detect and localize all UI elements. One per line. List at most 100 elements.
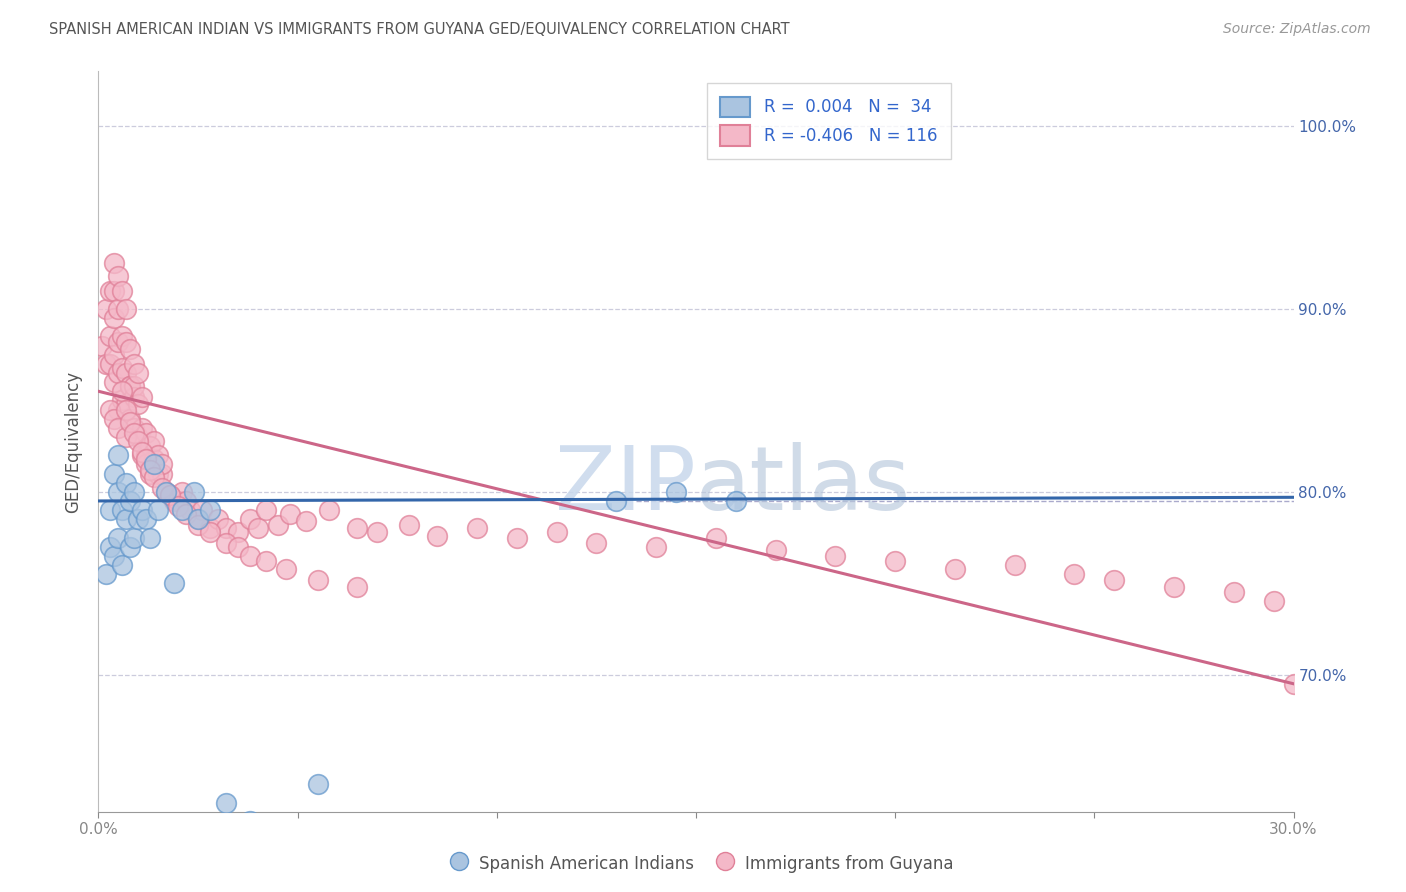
Point xyxy=(103,348,125,362)
Point xyxy=(103,549,125,563)
Point xyxy=(159,488,181,502)
Point xyxy=(163,576,186,591)
Point xyxy=(120,411,142,425)
Point xyxy=(198,521,221,535)
Point xyxy=(278,507,301,521)
Point xyxy=(198,503,221,517)
Point xyxy=(127,430,149,444)
Point xyxy=(103,311,125,326)
Point xyxy=(346,521,368,535)
Point xyxy=(704,531,727,545)
Point xyxy=(96,301,118,316)
Point xyxy=(172,503,194,517)
Point xyxy=(135,451,157,466)
Point xyxy=(1223,585,1246,599)
Point xyxy=(115,475,138,490)
Point xyxy=(1282,677,1305,691)
Point xyxy=(111,329,134,343)
Point xyxy=(124,378,146,392)
Point xyxy=(131,421,153,435)
Point xyxy=(124,426,146,441)
Point xyxy=(254,503,277,517)
Point xyxy=(179,503,201,517)
Point xyxy=(318,503,340,517)
Point xyxy=(98,329,122,343)
Point xyxy=(167,500,190,514)
Point xyxy=(139,463,162,477)
Point xyxy=(239,549,262,563)
Point xyxy=(585,536,607,550)
Point xyxy=(398,517,420,532)
Point xyxy=(115,301,138,316)
Point xyxy=(120,378,142,392)
Point xyxy=(135,458,157,472)
Point xyxy=(215,796,238,810)
Point xyxy=(605,494,627,508)
Point xyxy=(111,558,134,572)
Point xyxy=(143,470,166,484)
Point xyxy=(506,531,529,545)
Point xyxy=(111,284,134,298)
Point xyxy=(127,397,149,411)
Point xyxy=(115,430,138,444)
Point xyxy=(103,256,125,270)
Point xyxy=(207,512,229,526)
Point xyxy=(307,573,329,587)
Point xyxy=(143,458,166,472)
Point xyxy=(111,360,134,375)
Point xyxy=(226,524,249,539)
Text: atlas: atlas xyxy=(696,442,911,530)
Point xyxy=(239,512,262,526)
Point xyxy=(167,494,190,508)
Point xyxy=(187,517,209,532)
Point xyxy=(174,507,197,521)
Point xyxy=(107,531,129,545)
Point xyxy=(645,540,668,554)
Point xyxy=(98,357,122,371)
Point xyxy=(159,488,181,502)
Text: ZIP: ZIP xyxy=(555,442,696,530)
Point xyxy=(246,521,269,535)
Point xyxy=(127,434,149,448)
Point xyxy=(215,521,238,535)
Point xyxy=(274,561,297,575)
Point xyxy=(1004,558,1026,572)
Point xyxy=(127,366,149,380)
Point xyxy=(139,439,162,453)
Point xyxy=(143,434,166,448)
Point xyxy=(546,524,568,539)
Point xyxy=(115,512,138,526)
Point xyxy=(426,529,449,543)
Point xyxy=(139,531,162,545)
Point xyxy=(124,421,146,435)
Point xyxy=(127,512,149,526)
Point xyxy=(98,540,122,554)
Legend: R =  0.004   N =  34, R = -0.406   N = 116: R = 0.004 N = 34, R = -0.406 N = 116 xyxy=(707,83,950,159)
Point xyxy=(174,494,197,508)
Point xyxy=(198,524,221,539)
Point xyxy=(1104,573,1126,587)
Point xyxy=(120,540,142,554)
Point xyxy=(107,448,129,462)
Point xyxy=(107,402,129,417)
Point xyxy=(131,390,153,404)
Point xyxy=(143,451,166,466)
Point xyxy=(307,777,329,791)
Point xyxy=(135,426,157,441)
Point xyxy=(111,393,134,408)
Text: Source: ZipAtlas.com: Source: ZipAtlas.com xyxy=(1223,22,1371,37)
Point xyxy=(215,536,238,550)
Point xyxy=(155,484,177,499)
Point xyxy=(366,524,388,539)
Point xyxy=(135,512,157,526)
Point xyxy=(155,484,177,499)
Point xyxy=(115,402,138,417)
Point xyxy=(294,514,316,528)
Point xyxy=(239,814,262,828)
Point xyxy=(107,421,129,435)
Point xyxy=(103,284,125,298)
Point xyxy=(107,334,129,349)
Point xyxy=(724,494,747,508)
Point xyxy=(103,411,125,425)
Point xyxy=(111,384,134,399)
